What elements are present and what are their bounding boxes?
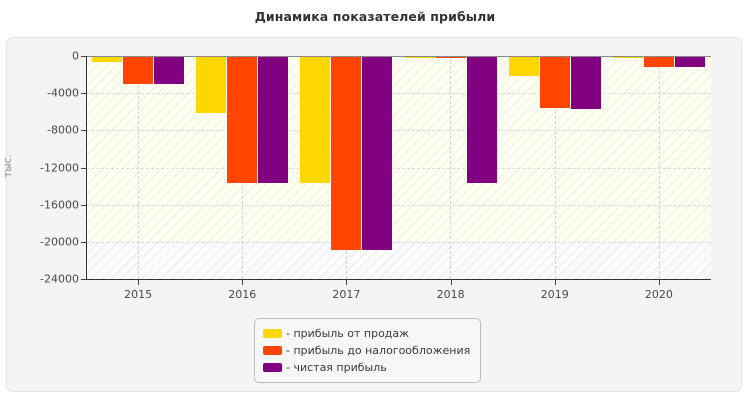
y-axis-line bbox=[86, 56, 87, 279]
legend-label-net-profit: - чистая прибыль bbox=[286, 361, 387, 374]
y-tick-mark bbox=[81, 130, 86, 132]
x-tick-mark bbox=[450, 279, 452, 285]
y-tick-mark bbox=[81, 241, 86, 243]
y-tick-mark bbox=[81, 56, 86, 57]
legend-item-pretax-profit[interactable]: - прибыль до налогообложения bbox=[263, 342, 470, 359]
x-tick-mark bbox=[658, 279, 660, 285]
legend-swatch-pretax-profit bbox=[263, 346, 282, 355]
chart-title: Динамика показателей прибыли bbox=[254, 9, 496, 24]
x-tick-mark bbox=[346, 279, 348, 285]
y-tick-mark bbox=[81, 204, 86, 206]
x-tick-label: 2018 bbox=[436, 288, 465, 301]
x-tick-mark bbox=[242, 279, 244, 285]
x-tick-mark bbox=[138, 279, 140, 285]
x-tick-label: 2016 bbox=[228, 288, 257, 301]
plot-background bbox=[86, 56, 711, 279]
y-tick-label: 0 bbox=[72, 49, 79, 63]
y-tick-label: -8000 bbox=[47, 123, 79, 137]
y-tick-mark bbox=[81, 279, 86, 280]
legend-swatch-net-profit bbox=[263, 363, 282, 372]
y-axis-label: тыс. bbox=[1, 154, 14, 178]
y-tick-label: -12000 bbox=[40, 161, 79, 174]
x-tick-label: 2019 bbox=[540, 288, 569, 301]
y-tick-label: -24000 bbox=[40, 272, 79, 286]
legend-swatch-sales-profit bbox=[263, 329, 282, 338]
y-tick-mark bbox=[81, 93, 86, 95]
y-tick-label: -4000 bbox=[47, 86, 79, 100]
y-tick-label: -20000 bbox=[40, 235, 79, 249]
legend-item-net-profit[interactable]: - чистая прибыль bbox=[263, 359, 470, 376]
y-axis-ticks: 0 -4000 -8000 -12000 -16000 -20000 -24000 bbox=[0, 0, 79, 400]
chart-legend: - прибыль от продаж - прибыль до налогоо… bbox=[254, 318, 482, 383]
y-tick-mark bbox=[81, 167, 86, 169]
legend-label-sales-profit: - прибыль от продаж bbox=[286, 327, 410, 340]
x-tick-mark bbox=[554, 279, 556, 285]
legend-label-pretax-profit: - прибыль до налогообложения bbox=[286, 344, 471, 357]
x-axis-line bbox=[86, 279, 711, 280]
x-tick-label: 2020 bbox=[644, 288, 673, 301]
legend-item-sales-profit[interactable]: - прибыль от продаж bbox=[263, 325, 470, 342]
y-tick-label: -16000 bbox=[40, 198, 79, 212]
x-tick-label: 2017 bbox=[332, 288, 361, 301]
plot-area bbox=[86, 56, 711, 279]
x-tick-label: 2015 bbox=[124, 288, 153, 301]
